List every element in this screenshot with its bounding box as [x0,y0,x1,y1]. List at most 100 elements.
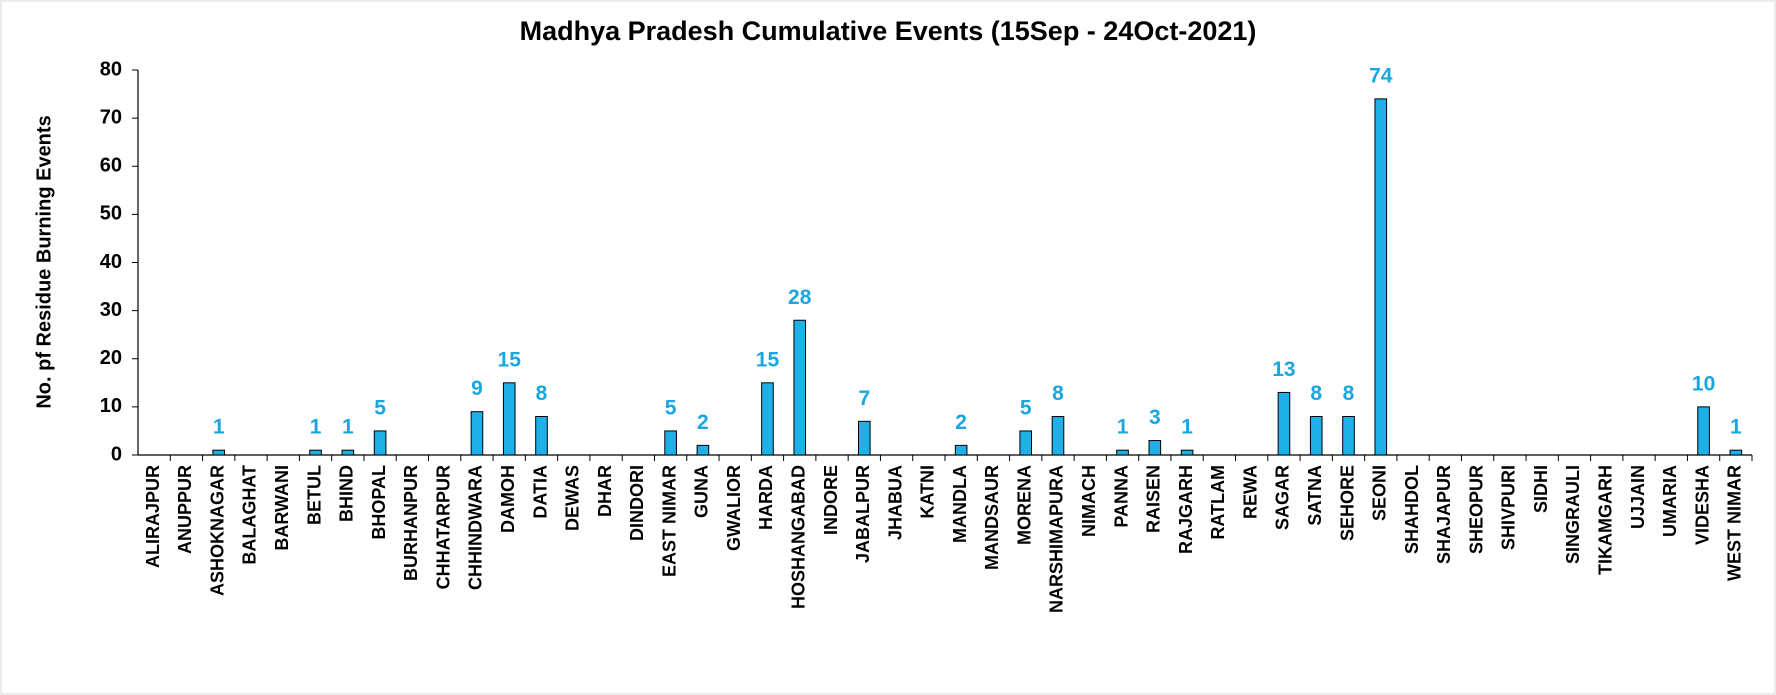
data-label: 1 [1117,416,1129,439]
x-tick-label: REWA [1240,465,1260,519]
data-label: 8 [1052,382,1064,405]
x-tick-label: MANDLA [950,465,970,543]
chart-title: Madhya Pradesh Cumulative Events (15Sep … [520,16,1257,46]
bar [793,319,807,456]
bar [954,444,968,456]
data-label: 10 [1692,372,1715,395]
x-tick-label: SHAHDOL [1402,465,1422,554]
x-tick-label: DEWAS [563,465,583,531]
y-axis-label: No. pf Residue Burning Events [33,115,55,408]
x-tick-label: UMARIA [1660,465,1680,537]
y-tick-label: 70 [100,106,122,128]
bar [1019,430,1033,456]
x-tick-label: SATNA [1305,465,1325,526]
y-tick-label: 50 [100,203,122,225]
x-tick-label: SHEOPUR [1466,465,1486,554]
y-tick-label: 10 [100,395,122,417]
data-label: 8 [536,382,548,405]
y-tick-label: 60 [100,155,122,177]
bar [1697,406,1710,456]
data-label: 15 [756,348,780,371]
bar [696,444,710,456]
x-tick-label: DINDORI [627,465,647,541]
x-tick-label: SHIVPURI [1499,465,1519,550]
x-tick-label: ANUPPUR [175,465,195,554]
x-tick-label: CHHINDWARA [466,465,486,590]
bar [502,382,516,456]
data-label: 7 [858,387,870,410]
x-tick-label: GUNA [692,465,712,518]
x-tick-label: UJJAIN [1628,465,1648,529]
x-tick-label: BARWANI [272,465,292,551]
data-label: 5 [665,396,677,419]
bar [1116,449,1129,456]
x-tick-label: ASHOKNAGAR [207,465,227,596]
x-tick-label: WEST NIMAR [1725,465,1745,581]
y-tick-label: 0 [111,443,122,465]
bar [857,420,871,456]
x-tick-label: BALAGHAT [240,465,260,565]
y-tick-label: 80 [100,58,122,80]
x-tick-label: SEONI [1370,465,1390,521]
bar [535,416,548,456]
x-tick-label: SHAJAPUR [1434,465,1454,564]
x-tick-label: ALIRAJPUR [143,465,163,568]
y-tick-label: 20 [100,347,122,369]
x-tick-label: SEHORE [1337,465,1357,541]
x-tick-label: BETUL [304,465,324,525]
x-tick-label: CHHATARPUR [433,465,453,589]
x-tick-label: JABALPUR [853,465,873,563]
data-label: 2 [955,411,967,434]
data-label: 1 [310,416,322,439]
x-tick-label: DAMOH [498,465,518,533]
data-label: 74 [1369,64,1393,87]
x-tick-label: DATIA [530,465,550,519]
x-tick-label: TIKAMGARH [1595,465,1615,575]
y-tick-label: 30 [100,299,122,321]
x-tick-label: BURHANPUR [401,465,421,581]
bar [761,382,774,456]
x-tick-label: INDORE [821,465,841,535]
bar [664,430,677,456]
x-tick-label: HOSHANGABAD [788,465,808,609]
data-label: 5 [1020,396,1032,419]
x-tick-label: GWALIOR [724,465,744,551]
x-tick-label: KATNI [918,465,938,519]
x-tick-label: RAISEN [1144,465,1164,533]
x-tick-label: NIMACH [1079,465,1099,537]
bar [1051,416,1065,456]
bar [1309,416,1323,456]
x-tick-label: MORENA [1014,465,1034,545]
bar [1277,391,1291,456]
data-label: 28 [788,286,812,309]
x-tick-label: SIDHI [1531,465,1551,513]
x-tick-label: RATLAM [1208,465,1228,540]
data-label: 2 [697,411,709,434]
bar [373,430,387,456]
bar [1180,449,1194,456]
data-label: 1 [1181,416,1193,439]
bar [1374,98,1388,456]
bar [1729,449,1743,456]
x-tick-label: MANDSAUR [982,465,1002,570]
data-label: 1 [342,416,354,439]
data-label: 5 [374,396,386,419]
bar [341,449,355,456]
data-label: 8 [1343,382,1355,405]
y-tick-label: 40 [100,251,122,273]
data-label: 1 [213,416,225,439]
bar [1148,440,1162,456]
bar [212,449,226,456]
x-tick-label: PANNA [1111,465,1131,528]
x-tick-label: VIDESHA [1692,465,1712,545]
x-tick-label: DHAR [595,465,615,517]
x-tick-label: BHIND [337,465,357,522]
data-label: 3 [1149,406,1161,429]
x-tick-label: JHABUA [885,465,905,540]
data-label: 15 [498,348,522,371]
bar [309,449,322,456]
x-tick-label: SAGAR [1273,465,1293,530]
data-label: 8 [1310,382,1322,405]
